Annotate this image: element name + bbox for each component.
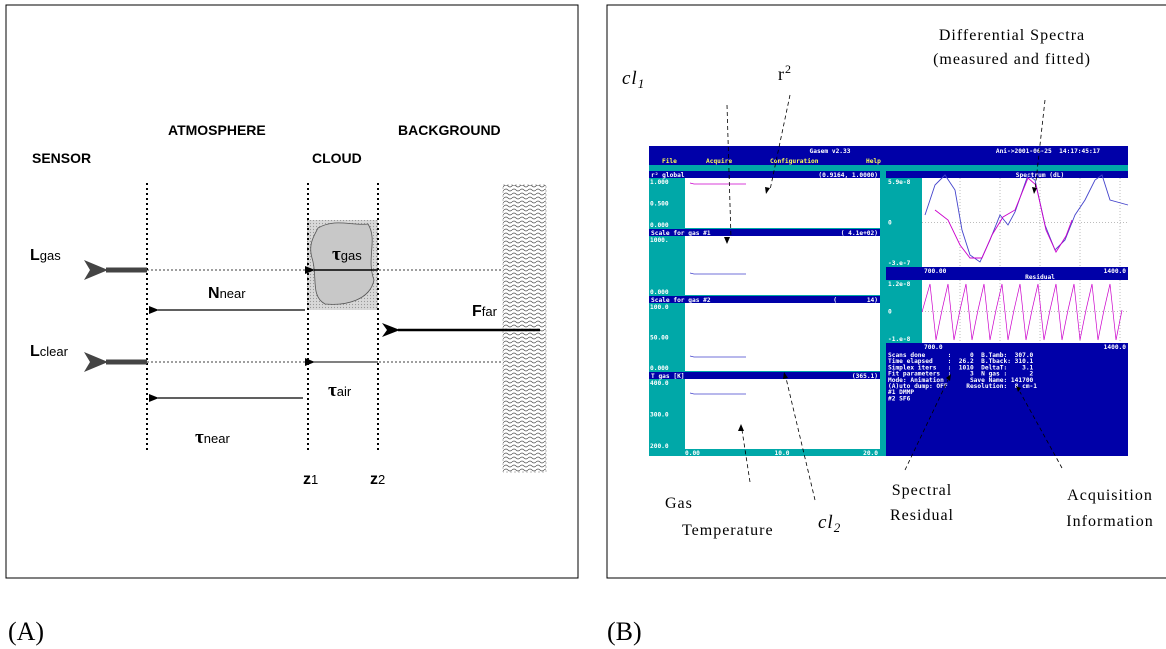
screen-text: Scale for gas #2 bbox=[651, 297, 711, 304]
x-axis-row bbox=[886, 267, 1128, 274]
annotation: Temperature bbox=[682, 522, 774, 539]
screen-text: Help bbox=[866, 158, 881, 165]
screen-text: File bbox=[662, 157, 677, 165]
screen-text: 0 bbox=[888, 309, 892, 316]
plot-area bbox=[685, 379, 880, 449]
annotation: (measured and fitted) bbox=[933, 51, 1091, 68]
screen-text: Scale for gas #1 bbox=[651, 230, 711, 237]
screen-text: Ani->2001-06-25 14:17:45:17 bbox=[996, 147, 1101, 155]
annotation: cl2 bbox=[818, 512, 841, 535]
x-axis-row bbox=[886, 343, 1128, 350]
screen-text: T gas [K] bbox=[651, 373, 685, 380]
cloud bbox=[311, 223, 374, 305]
region-label: ATMOSPHERE bbox=[168, 122, 266, 138]
region-label: CLOUD bbox=[312, 150, 362, 166]
screen-text: -3.e-7 bbox=[888, 260, 911, 267]
screen-text: 300.0 bbox=[650, 412, 669, 419]
screen-text: 50.00 bbox=[650, 335, 669, 342]
panel-label: (A) bbox=[8, 617, 44, 646]
screen-text: 700.0 bbox=[924, 344, 943, 351]
screen-text: Gasem v2.33 bbox=[810, 148, 851, 155]
screen-text: 0 bbox=[888, 220, 892, 227]
plot-header bbox=[886, 273, 1128, 280]
annotation: r2 bbox=[778, 62, 792, 84]
annotation: cl1 bbox=[622, 68, 645, 91]
region-label: BACKGROUND bbox=[398, 122, 501, 138]
panel-b: Gasem v2.33 Ani->2001-06-25 14:17:45:17 Fi… bbox=[607, 5, 1166, 578]
screen-text: 0.500 bbox=[650, 201, 669, 208]
quantity-label: Nnear bbox=[208, 285, 246, 302]
quantity-label: τnear bbox=[195, 427, 230, 448]
screenshot: Gasem v2.33 Ani->2001-06-25 14:17:45:17 Fi… bbox=[649, 146, 1128, 457]
annotation: Spectral bbox=[892, 482, 952, 499]
screen-text: 0.00 bbox=[685, 450, 700, 457]
screen-text: r² global bbox=[651, 172, 685, 179]
quantity-label: Lclear bbox=[30, 343, 69, 360]
annotation: Acquisition bbox=[1067, 487, 1153, 504]
quantity-label: Lgas bbox=[30, 247, 61, 264]
screen-text: 5.9e-8 bbox=[888, 179, 911, 186]
plot-area bbox=[685, 236, 880, 295]
quantity-label: z1 bbox=[303, 471, 318, 488]
quantity-label: τgas bbox=[332, 244, 362, 265]
annotation: Information bbox=[1066, 513, 1153, 530]
plot-area bbox=[685, 178, 880, 228]
region-label: SENSOR bbox=[32, 150, 91, 166]
screen-text: ( 14) bbox=[833, 297, 878, 304]
quantity-label: Ffar bbox=[472, 303, 498, 320]
screen-text: (0.9164, 1.0000) bbox=[818, 172, 878, 179]
quantity-label: z2 bbox=[370, 471, 385, 488]
screen-text: 0.000 bbox=[650, 289, 669, 296]
screen-text: 200.0 bbox=[650, 443, 669, 450]
screen-text: Configuration bbox=[770, 157, 819, 165]
screen-text: Residual bbox=[1025, 273, 1055, 281]
annotation: Differential Spectra bbox=[939, 27, 1085, 44]
background-surface bbox=[503, 185, 546, 472]
panel-label: (B) bbox=[607, 617, 642, 646]
screen-text: (365.1) bbox=[852, 373, 878, 380]
screen-text: 1400.0 bbox=[1104, 344, 1127, 351]
screen-text: 0.000 bbox=[650, 365, 669, 372]
plot-area bbox=[685, 303, 880, 371]
annotation: Gas bbox=[665, 495, 693, 512]
panel-frame bbox=[6, 5, 578, 578]
plot-header bbox=[886, 171, 1128, 178]
screen-text: 1.2e-8 bbox=[888, 281, 911, 288]
screen-text: 0.000 bbox=[650, 222, 669, 229]
screen-text: 1000. bbox=[650, 237, 669, 244]
screen-text: 100.0 bbox=[650, 304, 669, 311]
screen-text: 1.000 bbox=[650, 179, 669, 186]
screen-text: 400.0 bbox=[650, 380, 669, 387]
screen-text: -1.e-8 bbox=[888, 336, 911, 343]
screen-text: 20.0 bbox=[863, 450, 878, 457]
figure: SENSOR ATMOSPHERE CLOUD BACKGROUND Lgas … bbox=[0, 0, 1166, 649]
screen-text: 10.0 bbox=[775, 450, 790, 457]
annotation: Residual bbox=[890, 507, 954, 524]
screen-text: #2 SF6 bbox=[888, 395, 911, 402]
quantity-label: τair bbox=[328, 380, 352, 401]
screen-text: Spectrum (dL) bbox=[1016, 172, 1064, 179]
panel-a: SENSOR ATMOSPHERE CLOUD BACKGROUND Lgas … bbox=[6, 5, 578, 578]
screen-text: ( 4.1e+02) bbox=[841, 230, 878, 237]
